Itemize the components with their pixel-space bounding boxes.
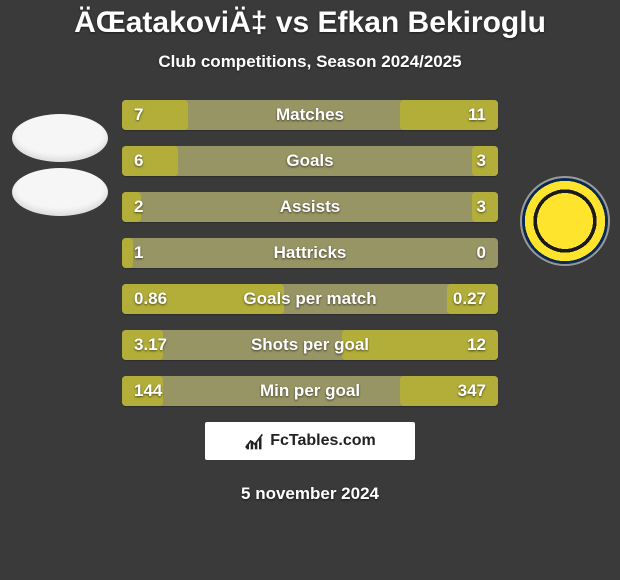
chart-icon: [244, 431, 264, 451]
stat-left-value: 7: [134, 105, 143, 125]
stat-right-value: 11: [468, 105, 486, 125]
stat-label: Min per goal: [260, 381, 360, 401]
stat-label: Goals: [286, 151, 333, 171]
player-right-club-crest: [522, 178, 608, 264]
stat-left-value: 0.86: [134, 289, 167, 309]
stat-left-value: 6: [134, 151, 143, 171]
page-title: ÄŒatakoviÄ‡ vs Efkan Bekiroglu: [0, 6, 620, 40]
stat-row: 3.17 12 Shots per goal: [122, 330, 498, 360]
bar-left: [122, 100, 188, 130]
stat-left-value: 144: [134, 381, 162, 401]
stat-right-value: 0: [477, 243, 486, 263]
stat-left-value: 1: [134, 243, 143, 263]
stat-label: Shots per goal: [251, 335, 369, 355]
stat-left-value: 3.17: [134, 335, 167, 355]
stats-table: 7 11 Matches 6 3 Goals 2 3 Assists 1 0 Hattricks 0.8…: [122, 100, 498, 406]
stat-label: Goals per match: [243, 289, 376, 309]
stat-right-value: 0.27: [453, 289, 486, 309]
watermark-badge: FcTables.com: [205, 422, 415, 460]
stat-right-value: 347: [458, 381, 486, 401]
stat-row: 144 347 Min per goal: [122, 376, 498, 406]
stat-row: 0.86 0.27 Goals per match: [122, 284, 498, 314]
stat-right-value: 3: [477, 197, 486, 217]
stat-label: Matches: [276, 105, 344, 125]
subtitle: Club competitions, Season 2024/2025: [0, 52, 620, 72]
stat-row: 2 3 Assists: [122, 192, 498, 222]
stat-right-value: 12: [467, 335, 486, 355]
generated-date: 5 november 2024: [0, 484, 620, 504]
stat-row: 1 0 Hattricks: [122, 238, 498, 268]
stat-label: Assists: [280, 197, 340, 217]
stat-left-value: 2: [134, 197, 143, 217]
watermark-text: FcTables.com: [270, 432, 376, 450]
stat-row: 7 11 Matches: [122, 100, 498, 130]
player-left-photo: [12, 110, 108, 206]
stat-label: Hattricks: [274, 243, 347, 263]
bar-left: [122, 238, 133, 268]
bar-left: [122, 146, 178, 176]
stat-right-value: 3: [477, 151, 486, 171]
stat-row: 6 3 Goals: [122, 146, 498, 176]
